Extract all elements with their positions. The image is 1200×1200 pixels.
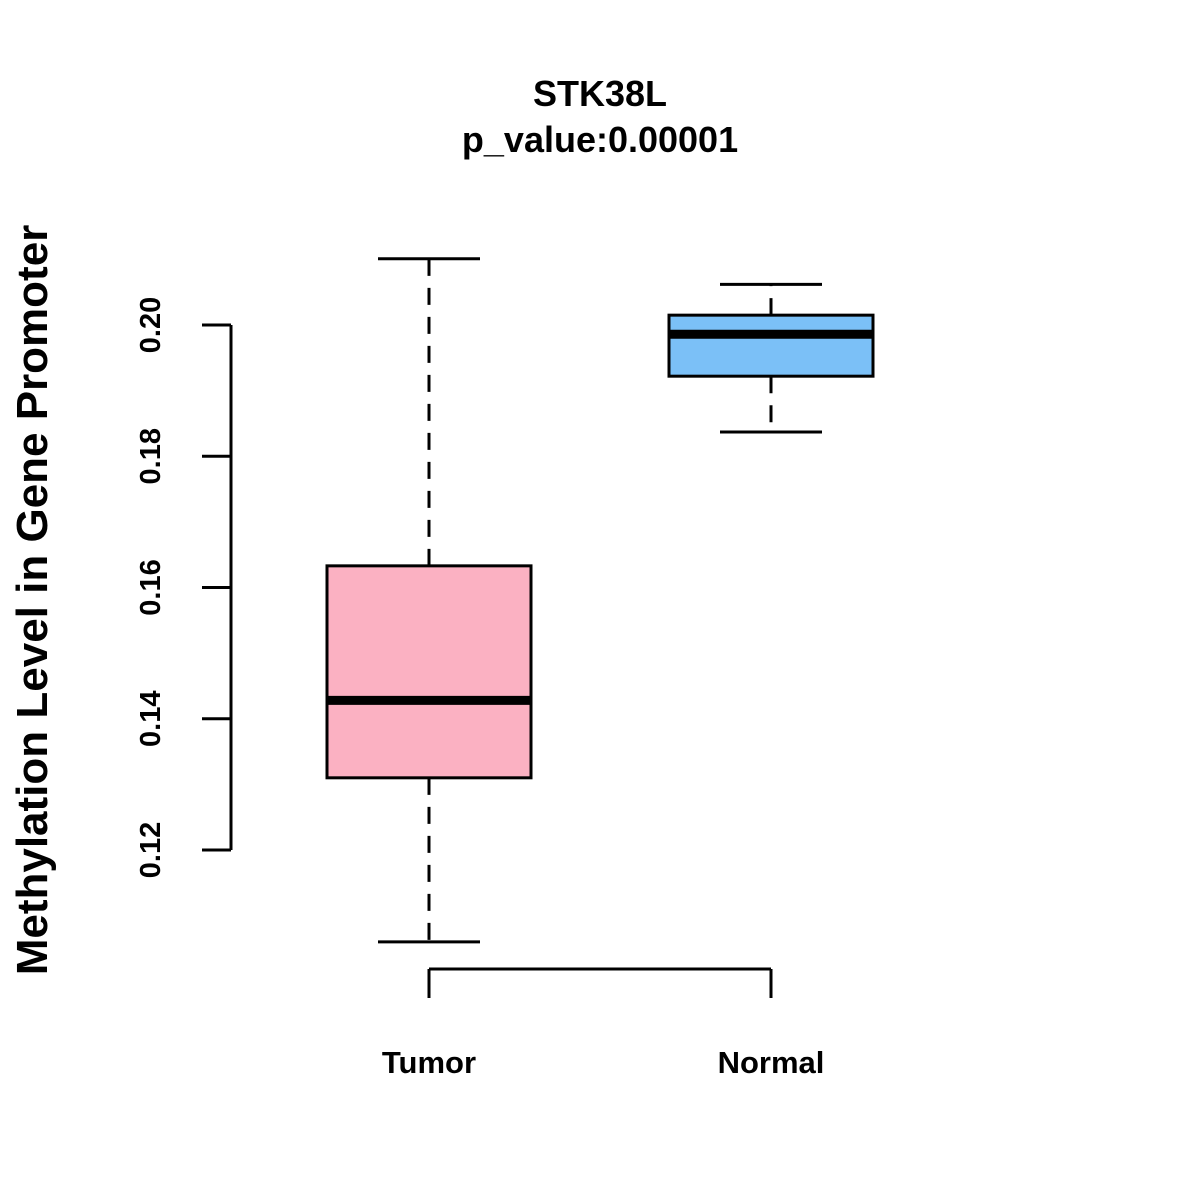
x-tick-label: Normal xyxy=(718,1045,825,1080)
y-axis-label: Methylation Level in Gene Promoter xyxy=(8,225,57,976)
x-tick-label: Tumor xyxy=(382,1045,476,1080)
x-axis: Tumor Normal xyxy=(382,967,825,1080)
y-tick-label: 0.20 xyxy=(135,297,167,353)
y-axis: 0.12 0.14 0.16 0.18 0.20 xyxy=(135,297,233,878)
y-tick-label: 0.18 xyxy=(135,428,167,484)
box-tumor xyxy=(325,257,533,944)
iqr-box xyxy=(667,313,875,378)
boxes-group xyxy=(325,257,875,944)
y-tick-label: 0.16 xyxy=(135,559,167,615)
box-normal xyxy=(667,282,875,434)
y-tick-label: 0.12 xyxy=(135,822,167,878)
chart-title: STK38L xyxy=(533,73,667,114)
chart-title-group: STK38L p_value:0.00001 xyxy=(462,73,738,160)
iqr-box xyxy=(325,564,533,780)
y-tick-label: 0.14 xyxy=(135,691,167,747)
chart-subtitle: p_value:0.00001 xyxy=(462,119,738,160)
